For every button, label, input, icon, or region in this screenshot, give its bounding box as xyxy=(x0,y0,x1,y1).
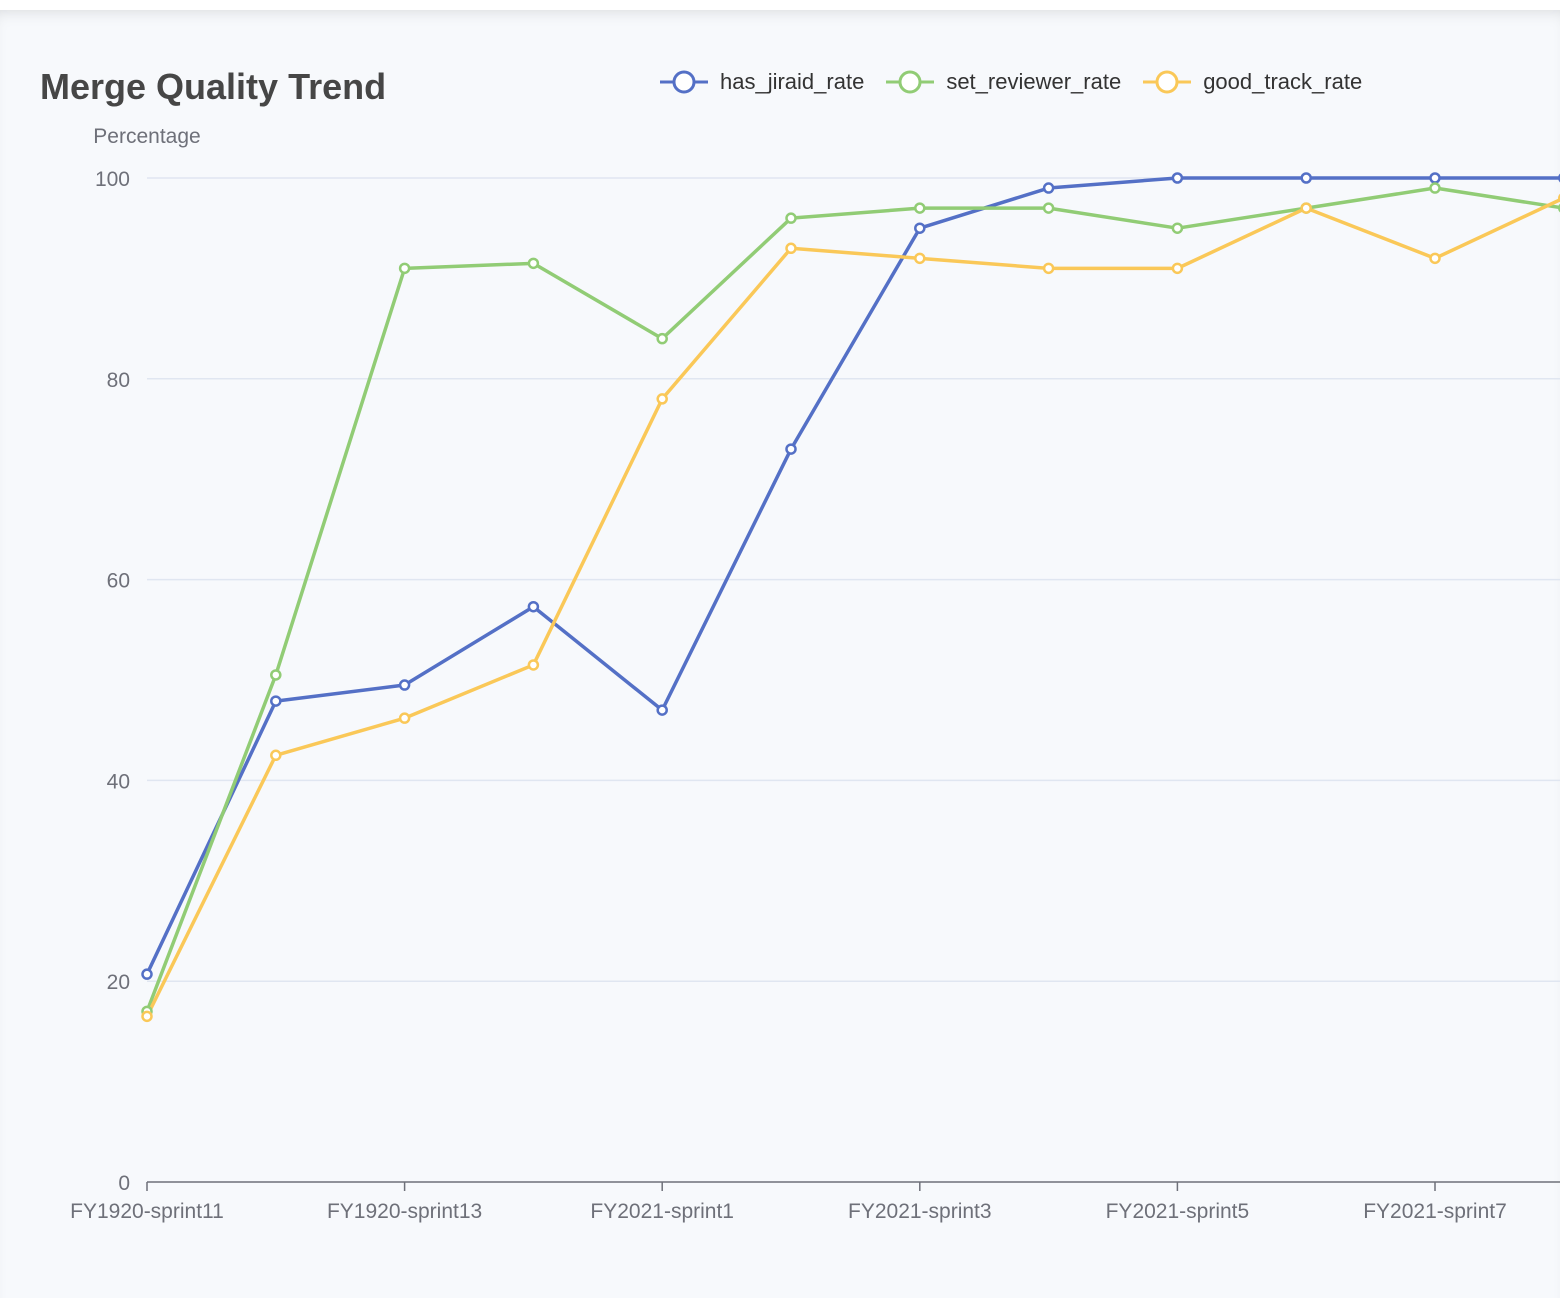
data-point-set-reviewer-rate xyxy=(1042,202,1055,214)
legend-item-good-track-rate[interactable]: good_track_rate xyxy=(1143,68,1362,96)
x-tick-label: FY1920-sprint11 xyxy=(70,1200,224,1223)
y-tick-label: 60 xyxy=(107,570,130,593)
data-point-has-jiraid-rate xyxy=(527,600,540,613)
data-point-set-reviewer-rate xyxy=(527,257,540,270)
series-line-good-track-rate xyxy=(145,197,1560,1018)
legend-item-set-reviewer-rate[interactable]: set_reviewer_rate xyxy=(886,68,1121,96)
y-tick-label: 100 xyxy=(95,168,130,191)
data-point-set-reviewer-rate xyxy=(785,212,797,224)
data-point-has-jiraid-rate xyxy=(1300,172,1312,184)
series-line-has-jiraid-rate xyxy=(145,176,1560,975)
data-point-good-track-rate xyxy=(785,242,797,255)
data-point-good-track-rate xyxy=(656,393,668,405)
chart-legend: has_jiraid_rate set_reviewer_rate good_t… xyxy=(660,68,1362,96)
data-point-good-track-rate xyxy=(141,1010,153,1023)
data-point-has-jiraid-rate xyxy=(914,222,926,234)
data-point-good-track-rate xyxy=(1300,202,1312,214)
data-point-good-track-rate xyxy=(1042,262,1055,275)
y-tick-label: 80 xyxy=(107,369,130,392)
data-point-has-jiraid-rate xyxy=(1171,172,1184,184)
data-point-good-track-rate xyxy=(1171,262,1184,275)
data-point-good-track-rate xyxy=(527,659,540,671)
data-point-set-reviewer-rate xyxy=(1171,222,1184,234)
data-point-set-reviewer-rate xyxy=(270,669,282,681)
legend-label: has_jiraid_rate xyxy=(720,69,865,94)
y-axis-title: Percentage xyxy=(93,125,200,148)
legend-marker-icon xyxy=(1143,70,1192,94)
legend-item-has-jiraid-rate[interactable]: has_jiraid_rate xyxy=(660,68,864,96)
data-point-has-jiraid-rate xyxy=(141,968,153,980)
y-tick-label: 0 xyxy=(118,1172,130,1195)
data-point-good-track-rate xyxy=(398,712,411,724)
chart-title: Merge Quality Trend xyxy=(40,66,387,107)
data-point-has-jiraid-rate xyxy=(270,695,282,707)
data-point-good-track-rate xyxy=(914,252,926,265)
data-point-set-reviewer-rate xyxy=(398,262,411,275)
data-point-has-jiraid-rate xyxy=(656,704,668,716)
data-point-good-track-rate xyxy=(1429,252,1441,265)
chart-card: Merge Quality Trend has_jiraid_rate set_… xyxy=(0,10,1560,1298)
legend-label: good_track_rate xyxy=(1203,69,1363,94)
legend-marker-circle xyxy=(1155,70,1179,94)
legend-label: set_reviewer_rate xyxy=(946,69,1122,94)
data-point-has-jiraid-rate xyxy=(1042,182,1055,194)
data-point-has-jiraid-rate xyxy=(398,679,411,691)
data-point-has-jiraid-rate xyxy=(785,443,797,455)
data-point-good-track-rate xyxy=(270,749,282,762)
data-point-set-reviewer-rate xyxy=(656,332,668,345)
legend-marker-icon xyxy=(886,70,935,94)
x-tick-label: FY2021-sprint5 xyxy=(1106,1200,1250,1223)
x-tick-label: FY2021-sprint7 xyxy=(1363,1200,1507,1223)
legend-marker-icon xyxy=(660,70,708,94)
legend-marker-circle xyxy=(672,70,696,94)
y-tick-label: 40 xyxy=(107,770,130,793)
legend-marker-circle xyxy=(898,70,922,94)
data-point-set-reviewer-rate xyxy=(914,202,926,214)
series-line-set-reviewer-rate xyxy=(145,186,1560,1012)
x-tick-label: FY2021-sprint3 xyxy=(848,1200,992,1223)
x-tick-label: FY1920-sprint13 xyxy=(327,1200,482,1223)
data-point-set-reviewer-rate xyxy=(1429,182,1441,194)
y-tick-label: 20 xyxy=(107,971,130,994)
x-tick-label: FY2021-sprint1 xyxy=(590,1200,734,1223)
data-point-has-jiraid-rate xyxy=(1429,172,1441,184)
